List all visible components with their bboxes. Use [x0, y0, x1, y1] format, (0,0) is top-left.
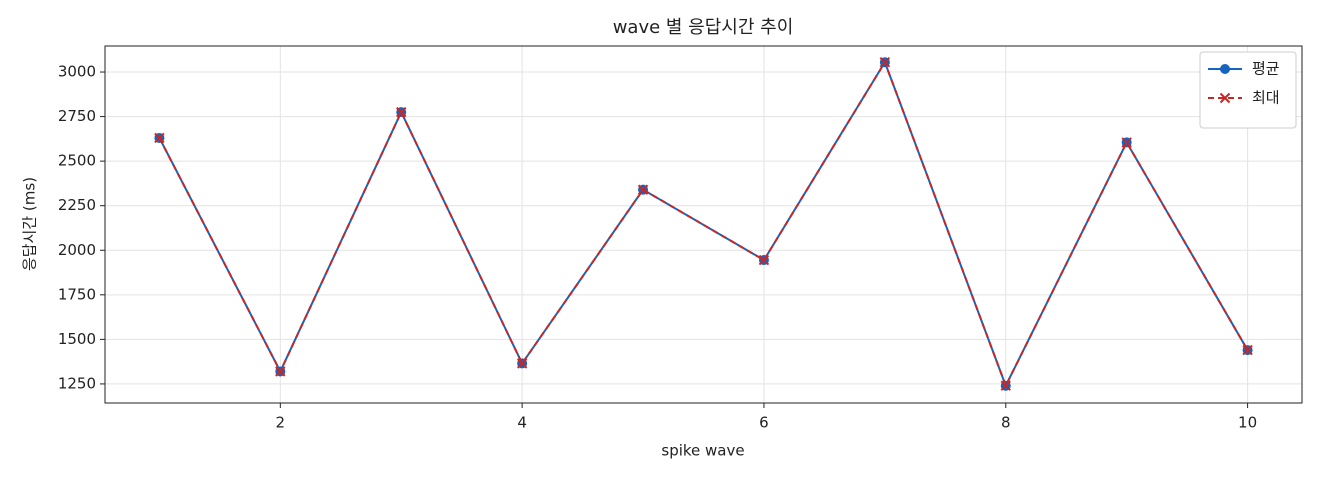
y-tick-label: 1750 — [58, 285, 96, 303]
legend-marker — [1219, 92, 1231, 104]
series-line — [158, 59, 1249, 389]
data-point — [396, 106, 407, 118]
x-axis-label: spike wave — [661, 442, 744, 460]
legend-label: 최대 — [1252, 89, 1280, 107]
legend-box — [1199, 51, 1297, 129]
data-point — [1000, 380, 1011, 391]
legend-label: 평균 — [1252, 60, 1280, 78]
y-tick-label: 3000 — [58, 63, 96, 81]
data-point — [1121, 137, 1132, 148]
data-point — [879, 57, 891, 68]
data-point — [516, 358, 528, 369]
y-tick-label: 2000 — [58, 241, 96, 259]
x-tick-label: 10 — [1238, 414, 1257, 432]
y-tick-label: 2250 — [58, 196, 96, 214]
data-point — [275, 366, 286, 377]
x-tick-label: 4 — [517, 414, 527, 432]
y-tick-label: 1500 — [58, 330, 96, 348]
y-tick-label: 1250 — [58, 374, 96, 392]
chart-title: wave 별 응답시간 추이 — [613, 17, 794, 38]
data-point — [637, 184, 649, 195]
y-tick-label: 2750 — [58, 107, 96, 125]
plot-frame — [104, 45, 1303, 404]
x-tick-label: 6 — [759, 414, 769, 432]
x-tick-label: 2 — [276, 414, 286, 432]
y-tick-label: 2500 — [58, 152, 96, 170]
legend-marker — [1220, 64, 1230, 74]
data-point — [758, 254, 770, 266]
series-line — [158, 59, 1249, 389]
y-axis-label: 응답시간 (ms) — [21, 177, 39, 271]
data-point — [154, 132, 165, 144]
data-point — [1242, 344, 1253, 356]
x-tick-label: 8 — [1001, 414, 1011, 432]
